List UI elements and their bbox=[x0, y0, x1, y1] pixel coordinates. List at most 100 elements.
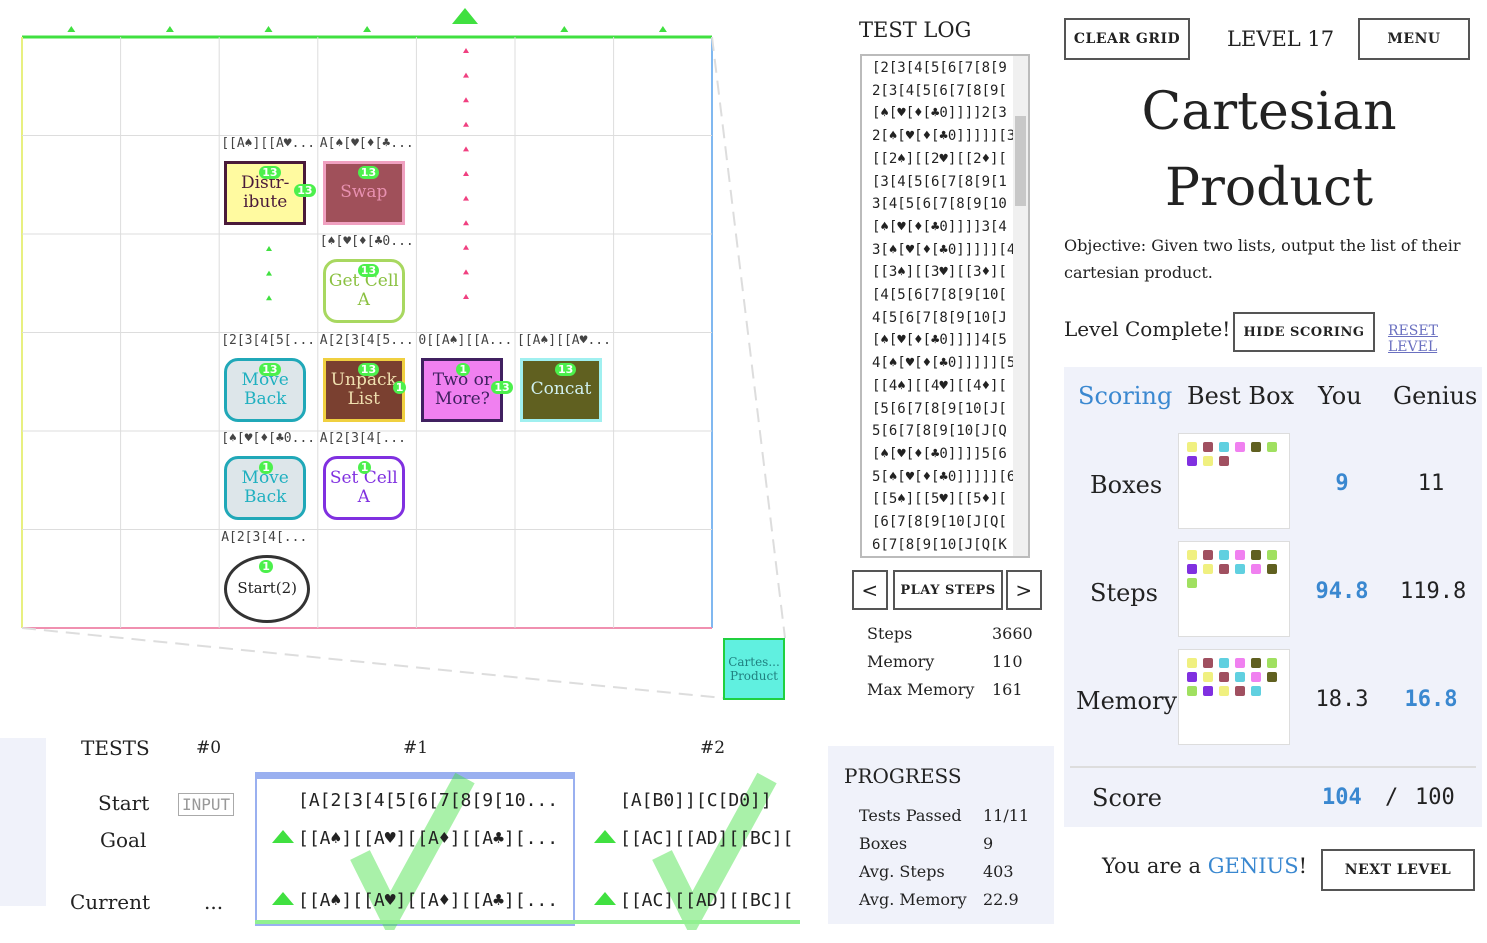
thumb-box bbox=[1219, 658, 1229, 668]
thumb-box bbox=[1251, 442, 1261, 452]
next-button[interactable]: > bbox=[1006, 570, 1042, 610]
cell-header: 0[[A♠][[A... bbox=[418, 332, 513, 348]
best-box-thumb bbox=[1178, 541, 1290, 637]
thumb-box bbox=[1251, 658, 1261, 668]
thumb-box bbox=[1219, 550, 1229, 560]
progress-panel bbox=[828, 746, 1054, 924]
reset-level-link[interactable]: RESET LEVEL bbox=[1388, 323, 1438, 355]
thumb-box bbox=[1187, 686, 1197, 696]
cell-header: [2[3[4[5[... bbox=[221, 332, 316, 348]
stat-label: Max Memory bbox=[867, 680, 975, 699]
log-lines: [2[3[4[5[6[7[8[9 2[3[4[5[6[7[8[9[[♠[♥[♦[♣… bbox=[872, 57, 1015, 556]
grid-line bbox=[658, 26, 667, 32]
thumb-box bbox=[1251, 672, 1261, 682]
thumb-box bbox=[1203, 658, 1213, 668]
input-button[interactable]: INPUT bbox=[178, 793, 235, 816]
thumb-box bbox=[1187, 564, 1197, 574]
thumb-box bbox=[1235, 564, 1245, 574]
selected-test[interactable] bbox=[255, 772, 575, 926]
tests-left-pad bbox=[0, 738, 46, 906]
log-line: [♠[♥[♦[♣0]]]]2[3 bbox=[872, 105, 1007, 122]
grid-line bbox=[463, 72, 469, 78]
log-line: [♠[♥[♦[♣0]]]]3[4 bbox=[872, 218, 1007, 235]
log-line: [6[7[8[9[10[J[Q[ bbox=[872, 514, 1007, 531]
grid-line bbox=[463, 269, 469, 275]
grid-line bbox=[463, 171, 469, 176]
output-box[interactable]: Cartes... Product bbox=[723, 638, 785, 700]
clear-grid-button[interactable]: CLEAR GRID bbox=[1064, 18, 1190, 60]
thumb-box bbox=[1235, 658, 1245, 668]
divider bbox=[1070, 766, 1476, 768]
next-level-button[interactable]: NEXT LEVEL bbox=[1321, 849, 1475, 891]
test-start: [A[2[3[4[5[6[7[8[9[10... bbox=[298, 790, 559, 811]
score-genius: 100 bbox=[1415, 785, 1455, 810]
scoring-header: Genius bbox=[1393, 382, 1478, 410]
thumb-box bbox=[1203, 550, 1213, 560]
thumb-box bbox=[1203, 672, 1213, 682]
badge: 13 bbox=[357, 362, 380, 376]
thumb-box bbox=[1251, 686, 1261, 696]
box[interactable]: Two or More? bbox=[421, 357, 504, 422]
progress-label: Avg. Memory bbox=[859, 890, 967, 909]
stat-value: 3660 bbox=[992, 624, 1033, 643]
box[interactable]: Swap bbox=[322, 160, 405, 225]
thumb-box bbox=[1187, 442, 1197, 452]
scoring-header: You bbox=[1318, 382, 1362, 410]
thumb-box bbox=[1251, 564, 1261, 574]
thumb-box bbox=[1235, 686, 1245, 696]
score-you: 18.3 bbox=[1315, 687, 1369, 712]
scrollbar[interactable] bbox=[1013, 56, 1028, 556]
result-suffix: ! bbox=[1298, 854, 1308, 878]
row-label: Current bbox=[70, 890, 151, 914]
log-title: TEST LOG bbox=[859, 18, 972, 42]
level-title: Cartesian Product bbox=[1141, 82, 1397, 218]
test-column[interactable]: #0 bbox=[196, 738, 222, 758]
log-line: 3[♠[♥[♦[♣0]]]]][4 bbox=[872, 241, 1016, 258]
scoring-header: Best Box bbox=[1187, 382, 1295, 410]
thumb-box bbox=[1187, 456, 1197, 466]
grid-line bbox=[463, 220, 469, 226]
thumb-box bbox=[1219, 456, 1229, 466]
test-start: [A[B0]][C[D0]] bbox=[620, 790, 772, 811]
score-genius: 119.8 bbox=[1400, 579, 1467, 604]
test-column[interactable]: #2 bbox=[700, 738, 726, 758]
arrow bbox=[594, 892, 616, 905]
progress-value: 9 bbox=[983, 834, 994, 853]
log-line: [[2♠][[2♥][[2♦][ bbox=[872, 150, 1007, 167]
log-line: [♠[♥[♦[♣0]]]]5[6 bbox=[872, 445, 1007, 462]
level-complete: Level Complete! bbox=[1064, 317, 1231, 341]
cell-header: [[A♠][[A♥... bbox=[221, 135, 316, 151]
log-line: 3[4[5[6[7[8[9[10 bbox=[872, 196, 1007, 213]
stat-label: Memory bbox=[867, 652, 935, 671]
thumb-box bbox=[1203, 456, 1213, 466]
thumb-box bbox=[1219, 442, 1229, 452]
progress-value: 403 bbox=[983, 862, 1014, 881]
thumb-box bbox=[1219, 672, 1229, 682]
log-line: [♠[♥[♦[♣0]]]]4[5 bbox=[872, 332, 1007, 349]
arrow bbox=[594, 830, 616, 843]
badge: 13 bbox=[491, 380, 513, 394]
grid-line bbox=[463, 97, 469, 103]
objective: Objective: Given two lists, output the l… bbox=[1064, 236, 1461, 282]
grid-line bbox=[463, 121, 469, 127]
menu-button[interactable]: MENU bbox=[1358, 18, 1470, 60]
score-label: Boxes bbox=[1090, 471, 1163, 499]
hide-scoring-button[interactable]: HIDE SCORING bbox=[1233, 312, 1375, 352]
thumb-box bbox=[1235, 550, 1245, 560]
thumb-box bbox=[1267, 564, 1277, 574]
test-column[interactable]: #1 bbox=[403, 738, 429, 758]
prev-button[interactable]: < bbox=[852, 570, 888, 610]
score-you: 104 bbox=[1322, 785, 1362, 810]
badge: 13 bbox=[357, 264, 380, 277]
log-line: [5[6[7[8[9[10[J[ bbox=[872, 400, 1007, 417]
log-line: 2[♠[♥[♦[♣0]]]]][3 bbox=[872, 128, 1016, 145]
box[interactable]: Start(2) bbox=[224, 554, 311, 623]
thumb-box bbox=[1203, 564, 1213, 574]
result: You are a GENIUS! bbox=[1102, 854, 1307, 878]
row-label: Goal bbox=[100, 828, 147, 852]
thumb-box bbox=[1187, 672, 1197, 682]
play-button[interactable]: PLAY STEPS bbox=[893, 570, 1003, 610]
log-line: 2[3[4[5[6[7[8[9[ bbox=[872, 82, 1007, 99]
test-goal: [[A♠][[A♥][[A♦][[A♣][... bbox=[298, 828, 559, 849]
